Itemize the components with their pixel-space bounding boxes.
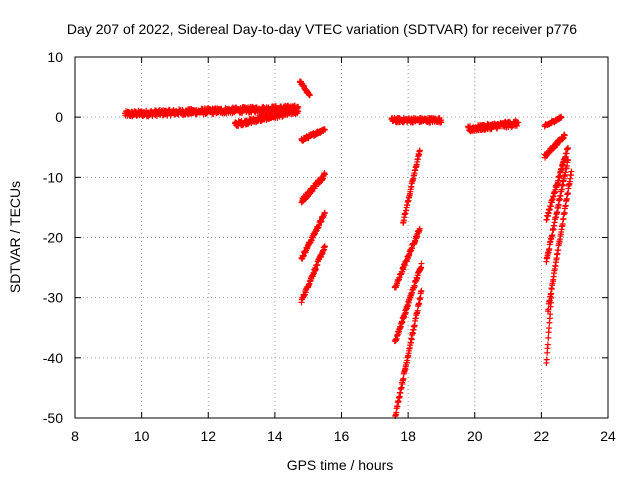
data-point [544,341,551,348]
data-point [546,325,553,332]
data-point [400,375,407,382]
series-arc-2 [298,126,328,144]
data-point [515,119,522,126]
series-arc-14 [543,156,572,265]
x-tick-label: 14 [267,428,283,444]
data-point [543,356,550,363]
data-point [321,209,328,216]
data-point [547,311,554,318]
series-arc-11 [541,113,565,130]
y-tick-label: -10 [43,169,63,185]
series-band-3 [465,117,522,135]
data-point [418,287,425,294]
data-point [321,126,328,133]
chart-title: Day 207 of 2022, Sidereal Day-to-day VTE… [67,21,577,37]
data-point [545,334,552,341]
x-tick-label: 10 [134,428,150,444]
data-point [418,260,425,267]
y-tick-label: -30 [43,290,63,306]
x-tick-label: 12 [200,428,216,444]
axis-ticks: 8 10 12 14 16 18 20 22 24 10 0 -10 -20 -30 -40 -50 [43,49,616,444]
x-axis-label: GPS time / hours [287,457,394,473]
data-point [549,232,556,239]
series-arc-12 [541,131,568,161]
series-band-1 [121,102,302,120]
series-arc-1 [296,78,313,99]
series-arc-3 [298,170,328,206]
x-tick-label: 18 [400,428,416,444]
x-tick-label: 8 [71,428,79,444]
series-arc-8 [391,225,423,291]
x-tick-label: 22 [534,428,550,444]
data-point [321,243,328,250]
data-point [561,132,568,139]
data-point [558,114,565,121]
y-tick-label: -40 [43,350,63,366]
data-point [416,147,423,154]
series-arc-9 [391,260,425,345]
data-point [295,108,302,115]
series-arc-4 [298,209,328,262]
data-point [438,119,445,126]
x-tick-label: 24 [600,428,616,444]
data-point [565,156,572,163]
x-tick-label: 20 [467,428,483,444]
y-tick-label: -20 [43,230,63,246]
data-point [548,295,555,302]
data-point [416,225,423,232]
data-point [565,144,572,151]
data-point [568,168,575,175]
x-tick-label: 16 [334,428,350,444]
series-arc-16 [543,295,555,366]
y-tick-label: -50 [43,410,63,426]
series-band-2 [231,107,302,129]
series-arc-5 [298,243,328,306]
data-point [306,91,313,98]
y-axis-label: SDTVAR / TECUs [7,181,23,293]
series-arc-10 [392,287,425,420]
data-points [121,78,575,420]
data-point [416,300,423,307]
plot-frame [74,56,609,419]
y-tick-label: 0 [55,109,63,125]
y-tick-label: 10 [47,49,63,65]
series-arc-6 [388,114,445,126]
data-point [321,171,328,178]
series-arc-7 [400,147,423,226]
series-arc-13 [543,144,572,223]
